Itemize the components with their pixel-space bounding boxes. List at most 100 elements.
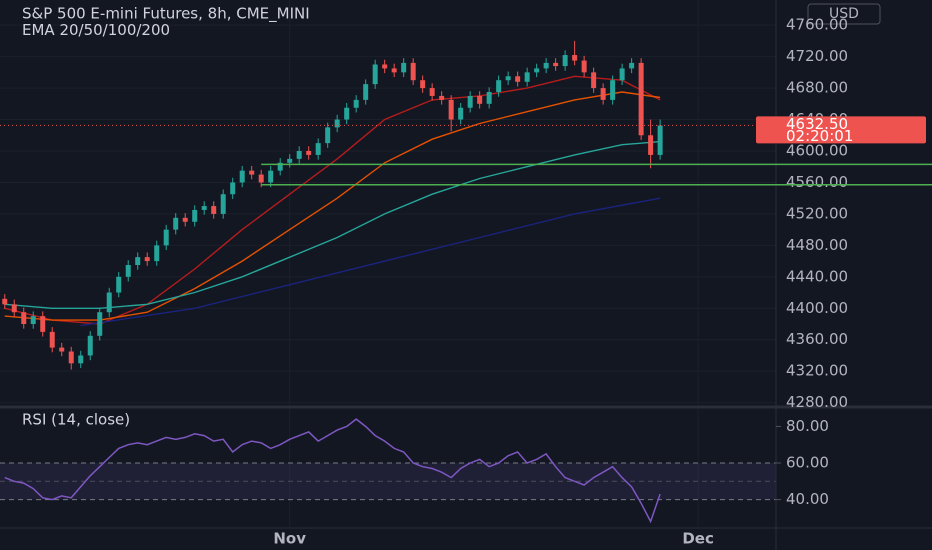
candle-body (353, 99, 359, 108)
candle-body (49, 331, 55, 348)
candle-body (239, 170, 245, 183)
candle-body (154, 245, 160, 262)
candle-body (581, 60, 587, 73)
y-tick-label: 4400.00 (786, 299, 848, 317)
candle-body (477, 95, 483, 104)
candle-body (448, 99, 454, 120)
candle-body (40, 316, 46, 332)
y-tick-label: 4320.00 (786, 362, 848, 380)
candle-body (391, 68, 397, 73)
rsi-tick-label: 60.00 (786, 454, 829, 472)
candle-body (325, 127, 331, 144)
candle-body (458, 107, 464, 120)
chart-subtitle: EMA 20/50/100/200 (22, 21, 170, 39)
candle-body (135, 257, 141, 266)
candle-body (600, 88, 606, 100)
chart-title: S&P 500 E-mini Futures, 8h, CME_MINI (22, 5, 310, 24)
candle-body (505, 76, 511, 81)
last-price-label: 4632.50 (786, 115, 848, 133)
candle-body (268, 170, 274, 183)
candle-body (363, 84, 369, 100)
candle-body (296, 150, 302, 159)
candle-body (553, 62, 559, 67)
candle-body (524, 72, 530, 82)
candle-body (30, 316, 36, 324)
candle-body (116, 276, 122, 293)
candle-body (334, 119, 340, 128)
candle-body (429, 88, 435, 96)
candle-body (562, 55, 568, 67)
currency-box[interactable] (807, 3, 881, 25)
rsi-tick-label: 40.00 (786, 490, 829, 508)
candle-body (258, 174, 264, 183)
candle-body (2, 298, 8, 305)
y-tick-label: 4520.00 (786, 204, 848, 222)
candle-body (439, 95, 445, 100)
candle-body (11, 304, 17, 313)
candle-body (401, 62, 407, 73)
candle-body (78, 355, 84, 364)
candle-body (372, 64, 378, 85)
rsi-title: RSI (14, close) (22, 411, 130, 429)
candle-body (534, 68, 540, 73)
line-series (4, 91, 661, 321)
candle-body (277, 162, 283, 171)
candle-body (306, 150, 312, 155)
candle-body (21, 312, 27, 324)
candle-body (543, 62, 549, 69)
candle-body (619, 68, 625, 81)
candle-body (125, 265, 131, 277)
candle-body (496, 80, 502, 93)
candle-body (515, 76, 521, 82)
countdown: 02:20:01 (786, 127, 853, 145)
candle-body (420, 80, 426, 89)
currency: USD (829, 6, 859, 22)
line-series (4, 140, 661, 309)
y-tick-label: 4760.00 (786, 16, 848, 34)
plot (0, 40, 776, 524)
candle-body (591, 72, 597, 89)
candle-body (59, 347, 65, 352)
last-price-box (756, 116, 926, 144)
candle-body (201, 206, 207, 210)
candle-body (220, 194, 226, 214)
rsi-tick-label: 80.00 (786, 417, 829, 435)
candle-body (315, 143, 321, 155)
candle-body (106, 292, 112, 313)
y-tick-label: 4600.00 (786, 141, 848, 159)
candle-body (657, 125, 663, 155)
candle-body (163, 229, 169, 246)
candle-body (382, 64, 388, 69)
candle-body (287, 158, 293, 163)
candle-body (410, 62, 416, 81)
candle-body (648, 135, 654, 155)
candle-body (249, 170, 255, 175)
x-tick-label: Nov (273, 530, 306, 548)
candle-body (629, 62, 635, 69)
x-tick-label: Dec (682, 530, 714, 548)
candle-body (192, 209, 198, 222)
line-series (80, 197, 661, 327)
candle-body (211, 206, 217, 214)
candle-body (68, 351, 74, 364)
line-series (4, 418, 661, 524)
y-tick-label: 4280.00 (786, 393, 848, 411)
candle-body (173, 217, 179, 230)
y-tick-label: 4440.00 (786, 267, 848, 285)
candle-body (182, 217, 188, 222)
y-tick-label: 4720.00 (786, 47, 848, 65)
candle-body (638, 62, 644, 136)
candle-body (87, 335, 93, 356)
candle-body (97, 312, 103, 336)
y-tick-label: 4680.00 (786, 79, 848, 97)
candle-body (144, 257, 150, 262)
candle-body (230, 182, 236, 195)
y-tick-label: 4560.00 (786, 173, 848, 191)
candle-body (344, 107, 350, 120)
candle-body (486, 92, 492, 104)
y-tick-label: 4360.00 (786, 330, 848, 348)
candle-body (467, 95, 473, 108)
